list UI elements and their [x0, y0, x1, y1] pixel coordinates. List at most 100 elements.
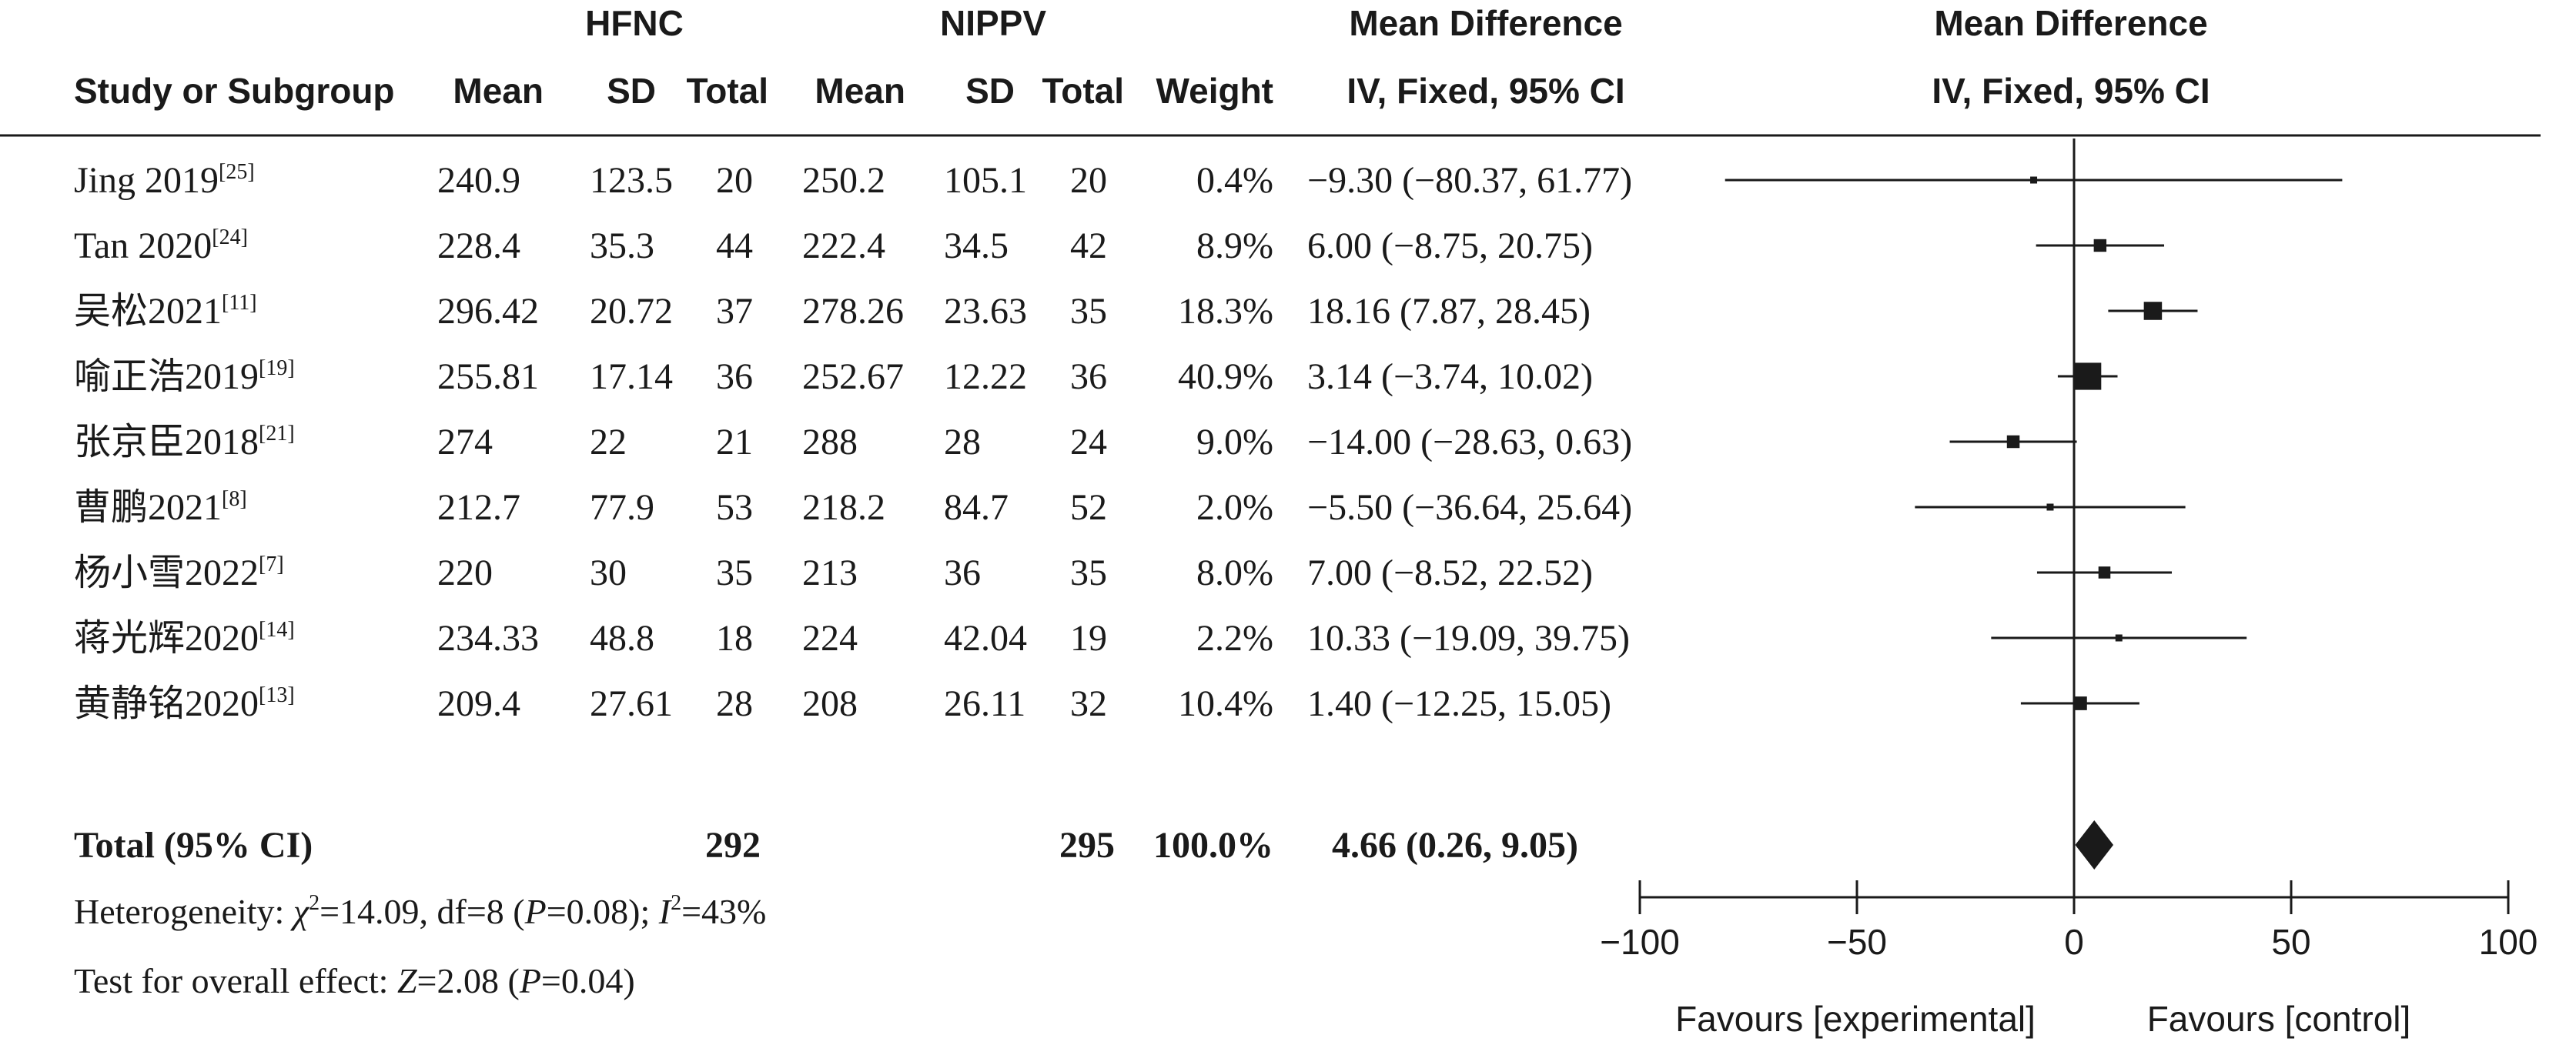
control-sd: 28 [944, 422, 981, 462]
study-name: 黄静铭2020[13] [74, 683, 295, 724]
weight: 10.4% [1178, 683, 1273, 724]
study-name: 曹鹏2021[8] [74, 487, 247, 528]
study-effect-box [2074, 362, 2102, 390]
ci-text: 6.00 (−8.75, 20.75) [1307, 225, 1593, 266]
weight: 2.0% [1196, 487, 1273, 528]
total-experimental-n: 292 [705, 825, 761, 866]
favours-control-label: Favours [control] [2147, 999, 2411, 1039]
control-sd: 26.11 [944, 683, 1025, 724]
control-mean: 252.67 [802, 356, 904, 397]
total-weight: 100.0% [1153, 825, 1273, 866]
experimental-total: 21 [716, 422, 753, 462]
control-total: 35 [1070, 291, 1107, 332]
study-effect-box [2006, 435, 2020, 449]
study-name: Jing 2019[25] [74, 160, 255, 201]
x-tick-label: 50 [2271, 922, 2310, 962]
weight: 2.2% [1196, 618, 1273, 659]
group-experimental-label: HFNC [585, 3, 684, 43]
experimental-sd: 35.3 [590, 225, 654, 266]
study-effect-box [2098, 566, 2111, 579]
control-mean: 288 [802, 422, 858, 462]
table-row: Tan 2020[24] 228.4 35.3 44 222.4 34.5 42 8.9% 6.… [74, 225, 1593, 266]
experimental-total: 28 [716, 683, 753, 724]
ci-text: −5.50 (−36.64, 25.64) [1307, 487, 1632, 528]
experimental-sd: 123.5 [590, 160, 673, 201]
study-name: 杨小雪2022[7] [74, 553, 284, 593]
study-name: 吴松2021[11] [74, 291, 257, 332]
plot-header-top: Mean Difference [1934, 3, 2207, 43]
control-mean: 250.2 [802, 160, 885, 201]
control-sd: 84.7 [944, 487, 1009, 528]
control-total-header: Total [1042, 71, 1124, 111]
control-mean: 224 [802, 618, 858, 659]
experimental-sd: 20.72 [590, 291, 673, 332]
study-effect-box [2030, 176, 2038, 184]
weight: 8.9% [1196, 225, 1273, 266]
table-row: 喻正浩2019[19] 255.81 17.14 36 252.67 12.22 36 40.… [74, 356, 1593, 397]
total-label: Total (95% CI) [74, 825, 313, 866]
control-total: 52 [1070, 487, 1107, 528]
ci-text: 1.40 (−12.25, 15.05) [1307, 683, 1611, 724]
control-mean: 213 [802, 553, 858, 593]
experimental-mean: 274 [437, 422, 493, 462]
control-total: 24 [1070, 422, 1107, 462]
control-mean-header: Mean [815, 71, 905, 111]
x-tick-label: 100 [2479, 922, 2538, 962]
experimental-sd: 27.61 [590, 683, 673, 724]
table-row: 吴松2021[11] 296.42 20.72 37 278.26 23.63 35 18.3… [74, 291, 1591, 332]
experimental-total: 36 [716, 356, 753, 397]
weight: 40.9% [1178, 356, 1273, 397]
study-name: 喻正浩2019[19] [74, 356, 295, 397]
ci-text: 18.16 (7.87, 28.45) [1307, 291, 1591, 332]
study-rows: Jing 2019[25] 240.9 123.5 20 250.2 105.1 20 0.4… [74, 160, 1632, 724]
ci-text: 10.33 (−19.09, 39.75) [1307, 618, 1630, 659]
experimental-sd: 30 [590, 553, 627, 593]
control-sd-header: SD [965, 71, 1015, 111]
experimental-total-header: Total [687, 71, 768, 111]
control-total: 32 [1070, 683, 1107, 724]
study-effect-box [2143, 302, 2163, 320]
ci-text: −9.30 (−80.37, 61.77) [1307, 160, 1632, 201]
study-effect-box [2093, 239, 2107, 252]
experimental-total: 35 [716, 553, 753, 593]
experimental-sd: 77.9 [590, 487, 654, 528]
experimental-mean: 240.9 [437, 160, 520, 201]
study-effect-box [2073, 696, 2087, 710]
study-effect-box [2115, 634, 2123, 642]
x-tick-label: 0 [2064, 922, 2084, 962]
table-row: 黄静铭2020[13] 209.4 27.61 28 208 26.11 32 10.4% 1.… [74, 683, 1611, 724]
total-control-n: 295 [1059, 825, 1115, 866]
experimental-sd-header: SD [607, 71, 656, 111]
experimental-mean: 220 [437, 553, 493, 593]
overall-effect-text: Test for overall effect: Z=2.08 (P=0.04) [74, 961, 635, 1000]
weight: 9.0% [1196, 422, 1273, 462]
plot-header-bottom: IV, Fixed, 95% CI [1932, 71, 2210, 111]
control-sd: 12.22 [944, 356, 1027, 397]
effect-header-bottom: IV, Fixed, 95% CI [1347, 71, 1624, 111]
study-column-header: Study or Subgroup [74, 71, 395, 111]
experimental-mean: 228.4 [437, 225, 520, 266]
effect-header-top: Mean Difference [1349, 3, 1622, 43]
study-name: Tan 2020[24] [74, 225, 248, 266]
x-tick-label: −100 [1600, 922, 1680, 962]
control-mean: 222.4 [802, 225, 885, 266]
control-mean: 218.2 [802, 487, 885, 528]
weight: 8.0% [1196, 553, 1273, 593]
experimental-total: 44 [716, 225, 753, 266]
control-sd: 36 [944, 553, 981, 593]
experimental-total: 18 [716, 618, 753, 659]
control-total: 35 [1070, 553, 1107, 593]
experimental-mean: 296.42 [437, 291, 539, 332]
total-ci-text: 4.66 (0.26, 9.05) [1332, 825, 1578, 866]
table-row: Jing 2019[25] 240.9 123.5 20 250.2 105.1 20 0.4… [74, 160, 1632, 201]
control-mean: 208 [802, 683, 858, 724]
ci-text: 3.14 (−3.74, 10.02) [1307, 356, 1593, 397]
experimental-mean-header: Mean [453, 71, 544, 111]
weight: 18.3% [1178, 291, 1273, 332]
x-tick-label: −50 [1827, 922, 1887, 962]
control-sd: 23.63 [944, 291, 1027, 332]
experimental-mean: 255.81 [437, 356, 539, 397]
ci-text: −14.00 (−28.63, 0.63) [1307, 422, 1632, 462]
study-name: 张京臣2018[21] [74, 422, 295, 462]
